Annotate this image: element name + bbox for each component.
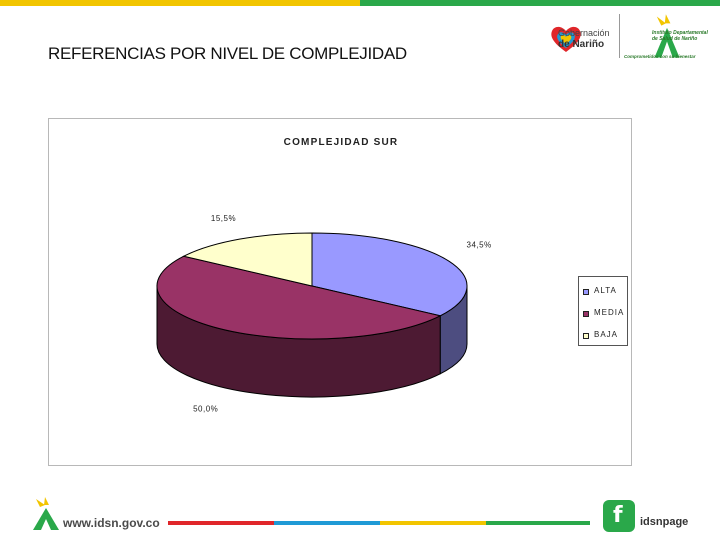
gobernacion-line-2: de Nariño	[558, 39, 605, 50]
pie-slice-alta	[311, 232, 468, 317]
page-title: REFERENCIAS POR NIVEL DE COMPLEJIDAD	[48, 44, 407, 63]
legend-swatch-baja	[583, 333, 589, 339]
top-bar-yellow	[0, 0, 360, 6]
logo-divider	[619, 14, 620, 58]
gobernacion-heart-logo	[551, 26, 581, 52]
footer-idsn-logo-icon	[33, 497, 59, 530]
pie-slice-baja	[182, 232, 313, 287]
legend-label-baja: BAJA	[594, 330, 619, 339]
facebook-glyph: f	[613, 503, 623, 528]
top-color-bar	[0, 0, 720, 6]
data-label-media: 50,0%	[193, 405, 218, 414]
legend-item-media: MEDIA	[583, 307, 627, 321]
data-label-baja: 15,5%	[211, 214, 236, 223]
footer-line-yellow	[380, 521, 486, 525]
footer-line-green	[486, 521, 590, 525]
legend-swatch-alta	[583, 289, 589, 295]
gobernacion-line-1: Gobernación	[558, 28, 610, 38]
legend-label-alta: ALTA	[594, 286, 617, 295]
idsn-slogan: Comprometidos con su bienestar	[624, 54, 696, 59]
header-logos: Gobernación de Nariño Instituto Departam…	[518, 12, 708, 62]
legend-item-alta: ALTA	[583, 285, 627, 299]
footer-url-link[interactable]: www.idsn.gov.co	[63, 516, 160, 530]
top-bar-green	[360, 0, 720, 6]
footer-color-lines	[168, 521, 590, 525]
footer-line-blue	[274, 521, 380, 525]
pie-chart: COMPLEJIDAD SUR 34,5% 50,0% 15,5%	[156, 137, 492, 414]
legend-item-baja: BAJA	[583, 329, 627, 343]
data-label-alta: 34,5%	[467, 241, 492, 250]
chart-title: COMPLEJIDAD SUR	[284, 137, 399, 148]
pie-slice-media	[156, 255, 442, 340]
footer-social-handle[interactable]: idsnpage	[640, 516, 689, 528]
facebook-icon[interactable]: f	[603, 500, 635, 532]
footer-line-red	[168, 521, 274, 525]
idsn-logo-icon	[654, 14, 680, 58]
legend-swatch-media	[583, 311, 589, 317]
chart-frame: COMPLEJIDAD SUR 34,5% 50,0% 15,5%	[48, 118, 632, 466]
idsn-name: Instituto Departamental de Salud de Nari…	[652, 30, 708, 42]
legend-label-media: MEDIA	[594, 308, 625, 317]
chart-legend: ALTA MEDIA BAJA	[578, 276, 628, 346]
